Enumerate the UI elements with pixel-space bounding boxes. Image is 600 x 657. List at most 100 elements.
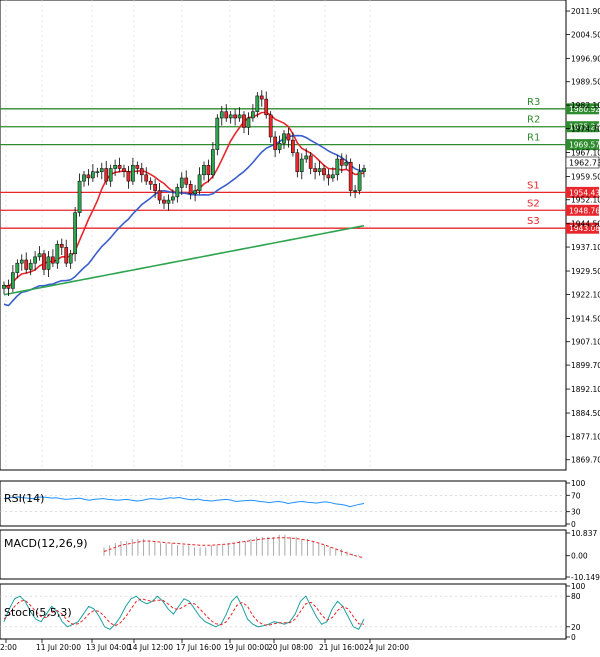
candle-body xyxy=(19,259,24,264)
candle-body xyxy=(153,184,157,191)
level-price-label: 1943.08 xyxy=(569,224,600,233)
candle-body xyxy=(242,114,246,128)
candle-body xyxy=(157,190,162,201)
price-tick-label: 1944.50 xyxy=(571,220,600,229)
level-price-box xyxy=(566,103,599,115)
price-axis: 2011.90 2004.50 1996.90 1989.50 1982.10 1974.… xyxy=(566,7,600,465)
candle-body xyxy=(73,212,77,254)
candle-body xyxy=(135,165,140,169)
candle-body xyxy=(24,259,29,270)
stoch-panel-frame xyxy=(0,583,567,640)
candle-body xyxy=(308,155,313,169)
candle-body xyxy=(295,152,300,172)
level-name-s2: S2 xyxy=(527,198,540,209)
panel-tick-label: 0 xyxy=(571,633,576,642)
rsi-line xyxy=(3,496,365,508)
time-tick-label: 19 Jul 00:00 xyxy=(224,643,269,652)
panel-tick-label: 100 xyxy=(571,582,586,591)
panel-tick-label: 70 xyxy=(571,491,581,500)
candle-body xyxy=(228,114,233,119)
level-price-box xyxy=(566,222,599,234)
stoch-k-line xyxy=(3,595,365,631)
candle-body xyxy=(344,161,349,166)
level-price-label: 1980.92 xyxy=(569,105,600,114)
candle-body xyxy=(211,149,215,176)
current-price-label: 1962.73 xyxy=(569,159,600,168)
candle-body xyxy=(219,111,224,119)
candle-body xyxy=(286,133,291,141)
candle-body xyxy=(331,174,335,179)
candle-body xyxy=(162,199,166,204)
ma-slow-line xyxy=(3,224,365,296)
level-price-box xyxy=(566,186,599,198)
candle-body xyxy=(277,143,282,150)
candle-body xyxy=(77,180,82,213)
level-name-r2: R2 xyxy=(527,115,540,126)
macd-histogram xyxy=(103,534,359,556)
panel-tick-label: 20 xyxy=(571,623,581,632)
level-price-box xyxy=(566,121,599,133)
price-tick-label: 1959.50 xyxy=(571,172,600,181)
candle-body xyxy=(108,168,113,182)
level-name-s1: S1 xyxy=(527,180,540,191)
candle-body xyxy=(188,184,193,194)
rsi-label: RSI(14) xyxy=(4,492,44,505)
price-tick-label: 1899.70 xyxy=(571,361,600,370)
rsi-axis: 100 70 30 0 xyxy=(566,479,586,529)
panel-tick-label: 100 xyxy=(571,479,586,488)
candle-body xyxy=(15,262,20,273)
current-price-marker: 1962.73 xyxy=(565,156,600,169)
candle-body xyxy=(86,174,91,179)
candle-body xyxy=(202,165,206,176)
price-tick-label: 1922.10 xyxy=(571,290,600,299)
candle-body xyxy=(171,196,175,201)
macd-panel-frame xyxy=(0,529,567,580)
level-price-label: 1975.24 xyxy=(569,123,600,132)
candle-body xyxy=(255,95,260,112)
candle-body xyxy=(122,168,126,172)
candle-body xyxy=(215,117,220,150)
panel-tick-label: 0 xyxy=(571,520,576,529)
candle-body xyxy=(99,168,104,172)
candle-body xyxy=(322,168,326,176)
candle-body xyxy=(166,199,171,204)
price-tick-label: 1869.70 xyxy=(571,456,600,465)
price-tick-label: 1982.10 xyxy=(571,101,600,110)
price-tick-label: 1877.10 xyxy=(571,432,600,441)
candle-body xyxy=(291,139,295,153)
candle-body xyxy=(259,95,264,100)
candle-body xyxy=(55,243,60,264)
time-tick-label: 17 Jul 16:00 xyxy=(176,643,221,652)
candle-body xyxy=(28,262,33,270)
time-tick-label: 11 Jul 20:00 xyxy=(36,643,81,652)
candle-body xyxy=(59,243,64,248)
candle-body xyxy=(348,161,353,191)
candle-body xyxy=(46,256,51,270)
panel-tick-label: 10.837 xyxy=(571,529,597,538)
candle-body xyxy=(11,272,15,289)
candle-body xyxy=(299,158,304,172)
rsi-grid xyxy=(0,494,566,513)
candle-body xyxy=(353,190,357,192)
level-name-r1: R1 xyxy=(527,133,540,144)
candle-body xyxy=(282,133,286,144)
candle-body xyxy=(139,168,144,176)
panel-tick-label: 30 xyxy=(571,508,581,517)
level-price-label: 1948.76 xyxy=(569,206,600,215)
time-tick-label: 24 Jul 20:00 xyxy=(364,643,409,652)
candle-body xyxy=(179,177,184,188)
candle-body xyxy=(233,114,237,119)
time-tick-label: 14 Jul 12:00 xyxy=(128,643,173,652)
candle-body xyxy=(335,158,340,176)
candle-body xyxy=(148,180,153,185)
sr-levels: R3 1980.92 R2 1975.24 R1 1969.57 S1 1954.43 S2 19… xyxy=(0,97,600,234)
candle-body xyxy=(339,158,344,166)
macd-signal-line xyxy=(103,537,365,559)
candle-body xyxy=(237,114,242,119)
candle-body xyxy=(126,171,131,182)
candle-body xyxy=(184,177,189,185)
candle-body xyxy=(104,168,109,182)
candle-body xyxy=(313,168,317,172)
stoch-label: Stoch(5,5,3) xyxy=(4,606,72,619)
candle-body xyxy=(68,253,73,264)
